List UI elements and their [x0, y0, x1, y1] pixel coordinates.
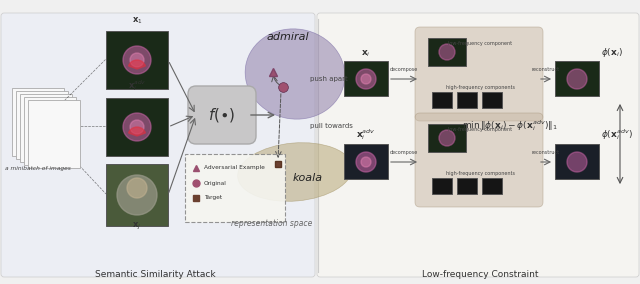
Text: $f(\bullet)$: $f(\bullet)$ — [208, 106, 236, 124]
Wedge shape — [129, 60, 145, 69]
Text: low-frequency component: low-frequency component — [448, 41, 512, 47]
Text: pull towards: pull towards — [310, 123, 353, 129]
FancyBboxPatch shape — [344, 144, 388, 179]
FancyBboxPatch shape — [457, 92, 477, 108]
FancyBboxPatch shape — [185, 154, 285, 222]
Circle shape — [117, 175, 157, 215]
Text: Low-frequency Constraint: Low-frequency Constraint — [422, 270, 538, 279]
FancyBboxPatch shape — [432, 92, 452, 108]
FancyBboxPatch shape — [28, 100, 80, 168]
Ellipse shape — [245, 29, 345, 119]
Circle shape — [130, 120, 144, 134]
FancyBboxPatch shape — [344, 61, 388, 96]
Text: $\mathbf{x}_i$: $\mathbf{x}_i$ — [361, 49, 371, 59]
FancyBboxPatch shape — [12, 88, 64, 156]
FancyBboxPatch shape — [20, 94, 72, 162]
Text: reconstruct: reconstruct — [532, 150, 560, 155]
FancyBboxPatch shape — [106, 164, 168, 226]
Circle shape — [361, 157, 371, 167]
FancyBboxPatch shape — [16, 91, 68, 159]
Wedge shape — [129, 127, 145, 136]
Text: Adversarial Example: Adversarial Example — [204, 166, 265, 170]
Circle shape — [356, 152, 376, 172]
Text: $\mathbf{x}_i^{adv}$: $\mathbf{x}_i^{adv}$ — [128, 78, 146, 93]
FancyBboxPatch shape — [317, 13, 639, 277]
FancyBboxPatch shape — [457, 178, 477, 194]
Circle shape — [439, 130, 455, 146]
Circle shape — [130, 53, 144, 67]
FancyBboxPatch shape — [482, 92, 502, 108]
Text: $\mathbf{x}_j$: $\mathbf{x}_j$ — [132, 221, 141, 232]
FancyBboxPatch shape — [428, 124, 466, 152]
Text: $\mathbf{x}_i^{adv}$: $\mathbf{x}_i^{adv}$ — [356, 127, 376, 142]
FancyBboxPatch shape — [24, 97, 76, 165]
Text: $\mathbf{x}_1$: $\mathbf{x}_1$ — [132, 16, 142, 26]
Text: reconstruct: reconstruct — [532, 67, 560, 72]
Text: Original: Original — [204, 181, 227, 185]
Text: koala: koala — [293, 173, 323, 183]
Circle shape — [127, 178, 147, 198]
FancyBboxPatch shape — [1, 13, 315, 277]
Circle shape — [567, 69, 587, 89]
Text: admiral: admiral — [267, 32, 309, 42]
FancyBboxPatch shape — [432, 178, 452, 194]
Text: high-frequency components: high-frequency components — [445, 172, 515, 176]
Circle shape — [123, 113, 151, 141]
Circle shape — [361, 74, 371, 84]
Circle shape — [439, 44, 455, 60]
Text: $\min\,\|\phi(\mathbf{x}_i) - \phi(\mathbf{x}_i^{adv})\|_1$: $\min\,\|\phi(\mathbf{x}_i) - \phi(\math… — [462, 118, 558, 133]
FancyBboxPatch shape — [106, 31, 168, 89]
Circle shape — [356, 69, 376, 89]
Circle shape — [567, 152, 587, 172]
FancyBboxPatch shape — [555, 144, 599, 179]
Text: a minibatch of images: a minibatch of images — [5, 166, 71, 171]
FancyBboxPatch shape — [482, 178, 502, 194]
Text: low-frequency component: low-frequency component — [448, 128, 512, 133]
Text: push apart: push apart — [310, 76, 348, 82]
Text: Target: Target — [204, 195, 222, 201]
FancyBboxPatch shape — [415, 113, 543, 207]
Text: decompose: decompose — [390, 150, 418, 155]
FancyBboxPatch shape — [555, 61, 599, 96]
Text: high-frequency components: high-frequency components — [445, 85, 515, 91]
FancyBboxPatch shape — [188, 86, 256, 144]
Circle shape — [123, 46, 151, 74]
FancyBboxPatch shape — [428, 38, 466, 66]
FancyBboxPatch shape — [106, 98, 168, 156]
Text: representation space: representation space — [231, 220, 313, 229]
Text: decompose: decompose — [390, 67, 418, 72]
Text: Semantic Similarity Attack: Semantic Similarity Attack — [95, 270, 215, 279]
Ellipse shape — [237, 143, 353, 201]
Text: $\phi(\mathbf{x}_i)$: $\phi(\mathbf{x}_i)$ — [601, 46, 623, 59]
FancyBboxPatch shape — [415, 27, 543, 121]
Text: $\phi(\mathbf{x}_i^{adv})$: $\phi(\mathbf{x}_i^{adv})$ — [601, 127, 633, 142]
